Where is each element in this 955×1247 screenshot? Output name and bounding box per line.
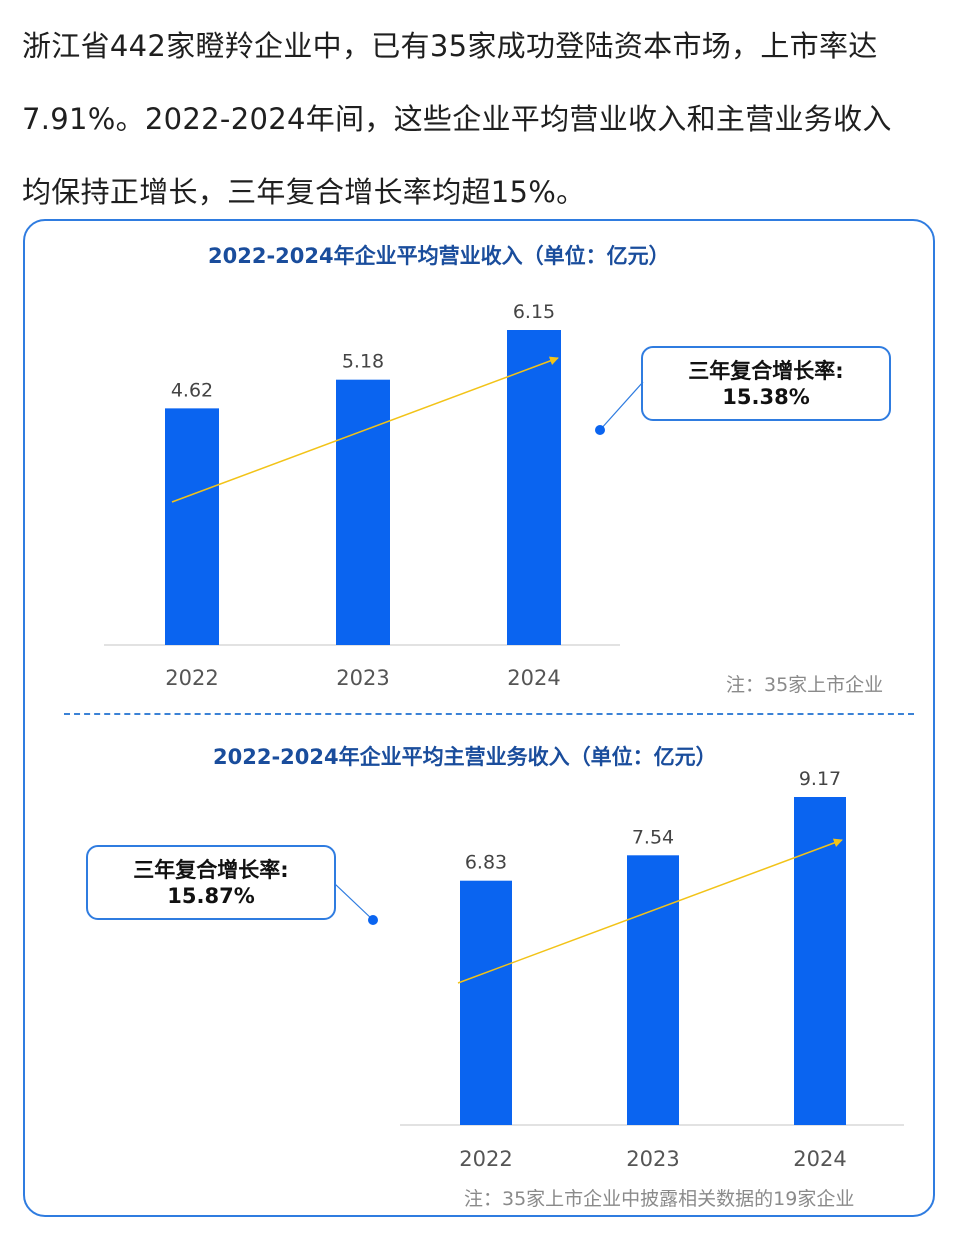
chart1-title: 2022-2024年企业平均营业收入（单位：亿元）	[208, 244, 670, 268]
chart2-cagr-box: 三年复合增长率: 15.87%	[86, 845, 336, 920]
chart1-data-label-2024: 6.15	[513, 301, 555, 323]
chart2-cagr-label: 三年复合增长率:	[133, 858, 289, 882]
chart1-tick-label-2022: 2022	[165, 666, 218, 690]
intro-line-2: 7.91%。2022-2024年间，这些企业平均营业收入和主营业务收入	[22, 102, 892, 136]
chart2-tick-label-2023: 2023	[626, 1147, 679, 1171]
chart1-callout-dot	[595, 425, 605, 435]
chart2-data-label-2023: 7.54	[632, 826, 674, 848]
chart1-cagr-value: 15.38%	[722, 385, 810, 409]
chart1-data-label-2023: 5.18	[342, 351, 384, 373]
chart2-data-label-2024: 9.17	[799, 768, 841, 790]
chart2-cagr-value: 15.87%	[167, 884, 255, 908]
chart2-callout-dot	[368, 915, 378, 925]
chart1-cagr-label: 三年复合增长率:	[688, 359, 844, 383]
chart2-tick-label-2022: 2022	[459, 1147, 512, 1171]
chart2-note: 注：35家上市企业中披露相关数据的19家企业	[464, 1188, 855, 1210]
chart2-title: 2022-2024年企业平均主营业务收入（单位：亿元）	[213, 745, 717, 769]
chart1-bar-2022	[165, 408, 219, 645]
chart1-data-label-2022: 4.62	[171, 379, 213, 401]
intro-line-1: 浙江省442家瞪羚企业中，已有35家成功登陆资本市场，上市率达	[22, 29, 878, 63]
chart2-bar-2023	[627, 855, 679, 1125]
chart1-tick-label-2024: 2024	[507, 666, 560, 690]
chart1-bar-2023	[336, 379, 390, 645]
chart1-note: 注：35家上市企业	[726, 674, 884, 696]
intro-line-3: 均保持正增长，三年复合增长率均超15%。	[22, 175, 586, 209]
chart-divider	[64, 713, 914, 715]
chart2-bar-2022	[460, 880, 512, 1125]
intro-text: 浙江省442家瞪羚企业中，已有35家成功登陆资本市场，上市率达 7.91%。20…	[22, 10, 937, 229]
chart2-tick-label-2024: 2024	[793, 1147, 846, 1171]
chart1-tick-label-2023: 2023	[336, 666, 389, 690]
chart2-bar-2024	[794, 797, 846, 1125]
chart2-callout-leader	[334, 883, 374, 921]
chart2-trend-arrow	[457, 838, 843, 984]
chart1-callout-leader	[599, 381, 644, 431]
chart2-data-label-2022: 6.83	[465, 852, 507, 874]
chart1-trend-arrow	[171, 356, 559, 503]
chart1-cagr-box: 三年复合增长率: 15.38%	[641, 346, 891, 421]
chart1-bar-2024	[507, 330, 561, 645]
